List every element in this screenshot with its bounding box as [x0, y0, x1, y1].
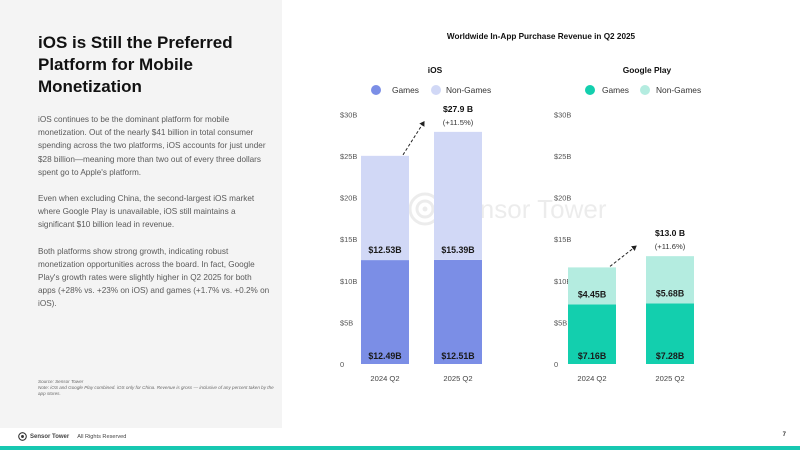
- legend-label: Games: [392, 85, 419, 95]
- bar-segment-0: [646, 303, 694, 364]
- y-tick-label: 0: [554, 360, 558, 369]
- data-label: $7.28B: [656, 351, 684, 361]
- paragraph: Both platforms show strong growth, indic…: [38, 246, 270, 309]
- legend-label: Non-Games: [446, 85, 491, 95]
- page-number: 7: [782, 432, 786, 438]
- data-label: $4.45B: [578, 289, 606, 299]
- legend-swatch-1: [431, 85, 441, 95]
- y-tick-label: 0: [340, 360, 344, 369]
- legend-swatch-0: [371, 85, 381, 95]
- footer-brand: Sensor Tower: [30, 433, 70, 440]
- bar-segment-1: [434, 131, 482, 260]
- bar-segment-0: [361, 260, 409, 364]
- body-text: iOS continues to be the dominant platfor…: [38, 113, 270, 324]
- y-tick-label: $30B: [554, 110, 571, 119]
- y-tick-label: $25B: [340, 152, 357, 161]
- source-note: Source: Sensor Tower Note: iOS and Googl…: [38, 379, 278, 397]
- growth-label: (+11.5%): [443, 118, 474, 127]
- x-tick-label: 2024 Q2: [577, 374, 606, 383]
- slide-title: iOS is Still the Preferred Platform for …: [38, 33, 233, 96]
- panel-title: iOS: [428, 65, 443, 75]
- x-tick-label: 2025 Q2: [655, 374, 684, 383]
- legend-label: Non-Games: [656, 85, 701, 95]
- y-tick-label: $15B: [554, 235, 571, 244]
- y-tick-label: $15B: [340, 235, 357, 244]
- paragraph: Even when excluding China, the second-la…: [38, 194, 255, 230]
- data-label: $12.53B: [368, 245, 401, 255]
- panel-title: Google Play: [623, 65, 672, 75]
- bar-segment-0: [568, 304, 616, 364]
- accent-bar: [0, 446, 800, 450]
- y-tick-label: $10B: [340, 277, 357, 286]
- y-tick-label: $10B: [554, 277, 571, 286]
- bar-segment-1: [646, 256, 694, 304]
- y-tick-label: $20B: [340, 194, 357, 203]
- total-label: $27.9 B: [443, 104, 473, 114]
- bar-segment-1: [361, 155, 409, 261]
- y-tick-label: $25B: [554, 152, 571, 161]
- data-label: $7.16B: [578, 351, 606, 361]
- paragraph: iOS continues to be the dominant platfor…: [38, 115, 266, 177]
- footer: Sensor Tower All Rights Reserved: [18, 432, 126, 441]
- legend-label: Games: [602, 85, 629, 95]
- note-text: Note: iOS and Google Play combined. iOS …: [38, 385, 274, 396]
- y-tick-label: $5B: [554, 318, 567, 327]
- chart-title: Worldwide In-App Purchase Revenue in Q2 …: [447, 32, 636, 41]
- y-tick-label: $30B: [340, 110, 357, 119]
- bar-segment-0: [434, 259, 482, 364]
- data-label: $12.51B: [441, 351, 474, 361]
- y-tick-label: $5B: [340, 318, 353, 327]
- data-label: $12.49B: [368, 351, 401, 361]
- footer-rights: All Rights Reserved: [77, 433, 127, 440]
- x-tick-label: 2024 Q2: [370, 374, 399, 383]
- legend-swatch-1: [640, 85, 650, 95]
- legend-swatch-0: [585, 85, 595, 95]
- source-text: Source: Sensor Tower: [38, 379, 84, 384]
- growth-arrow: [402, 121, 425, 156]
- text-panel: [0, 0, 282, 428]
- sensor-tower-logo-icon: [18, 432, 27, 441]
- bar-segment-1: [568, 267, 616, 305]
- data-label: $5.68B: [656, 288, 684, 298]
- x-tick-label: 2025 Q2: [443, 374, 472, 383]
- total-label: $13.0 B: [655, 228, 685, 238]
- growth-label: (+11.6%): [655, 242, 686, 251]
- y-tick-label: $20B: [554, 194, 571, 203]
- data-label: $15.39B: [441, 245, 474, 255]
- growth-arrow: [609, 245, 637, 267]
